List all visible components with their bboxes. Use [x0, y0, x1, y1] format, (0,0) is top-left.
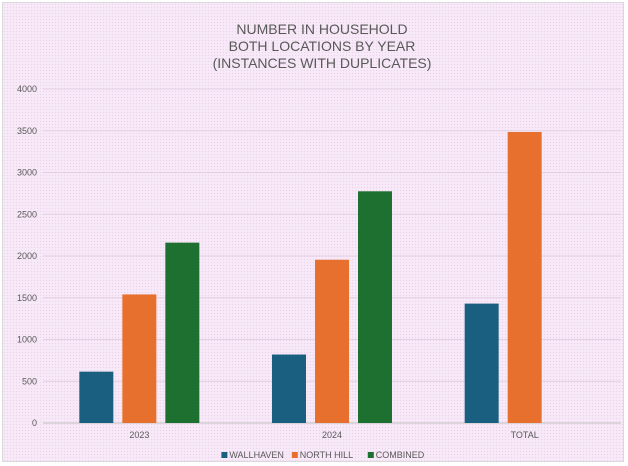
bar-north-hill-total: [507, 132, 542, 423]
y-tick-label: 1500: [17, 293, 37, 303]
y-tick-label: 2500: [17, 209, 37, 219]
x-category-label: TOTAL: [511, 430, 539, 440]
legend-label: COMBINED: [376, 450, 425, 460]
bar-wallhaven-2023: [79, 371, 114, 423]
bar-north-hill-2024: [315, 259, 349, 423]
x-category-label: 2024: [322, 430, 342, 440]
y-tick-label: 1000: [17, 335, 37, 345]
bar-chart: NUMBER IN HOUSEHOLD BOTH LOCATIONS BY YE…: [17, 21, 621, 460]
bar-combined-2023: [165, 242, 200, 423]
x-axis-labels: 2023 2024 TOTAL: [129, 430, 538, 440]
legend-swatch: [367, 452, 374, 458]
y-tick-label: 500: [22, 376, 37, 386]
bars: [79, 132, 542, 423]
legend: WALLHAVEN NORTH HILL COMBINED: [221, 450, 425, 460]
y-tick-label: 3500: [17, 126, 37, 136]
chart-title-line-1: NUMBER IN HOUSEHOLD: [236, 21, 407, 37]
legend-swatch: [291, 452, 298, 458]
y-tick-label: 3000: [17, 168, 37, 178]
bar-north-hill-2023: [122, 294, 157, 423]
chart-title-line-3: (INSTANCES WITH DUPLICATES): [213, 55, 432, 71]
chart-area: NUMBER IN HOUSEHOLD BOTH LOCATIONS BY YE…: [2, 2, 624, 462]
legend-label: WALLHAVEN: [229, 450, 284, 460]
y-tick-label: 4000: [17, 84, 37, 94]
legend-swatch: [221, 452, 228, 458]
chart-title: NUMBER IN HOUSEHOLD BOTH LOCATIONS BY YE…: [213, 21, 432, 71]
y-tick-label: 2000: [17, 251, 37, 261]
x-category-label: 2023: [129, 430, 149, 440]
chart-title-line-2: BOTH LOCATIONS BY YEAR: [229, 38, 416, 54]
y-axis-ticks: 0 500 1000 1500 2000 2500 3000 3500 4000: [17, 84, 37, 428]
bar-wallhaven-total: [464, 303, 499, 423]
bar-combined-2024: [358, 191, 392, 423]
y-tick-label: 0: [32, 418, 37, 428]
legend-label: NORTH HILL: [300, 450, 353, 460]
bar-wallhaven-2024: [272, 354, 306, 423]
